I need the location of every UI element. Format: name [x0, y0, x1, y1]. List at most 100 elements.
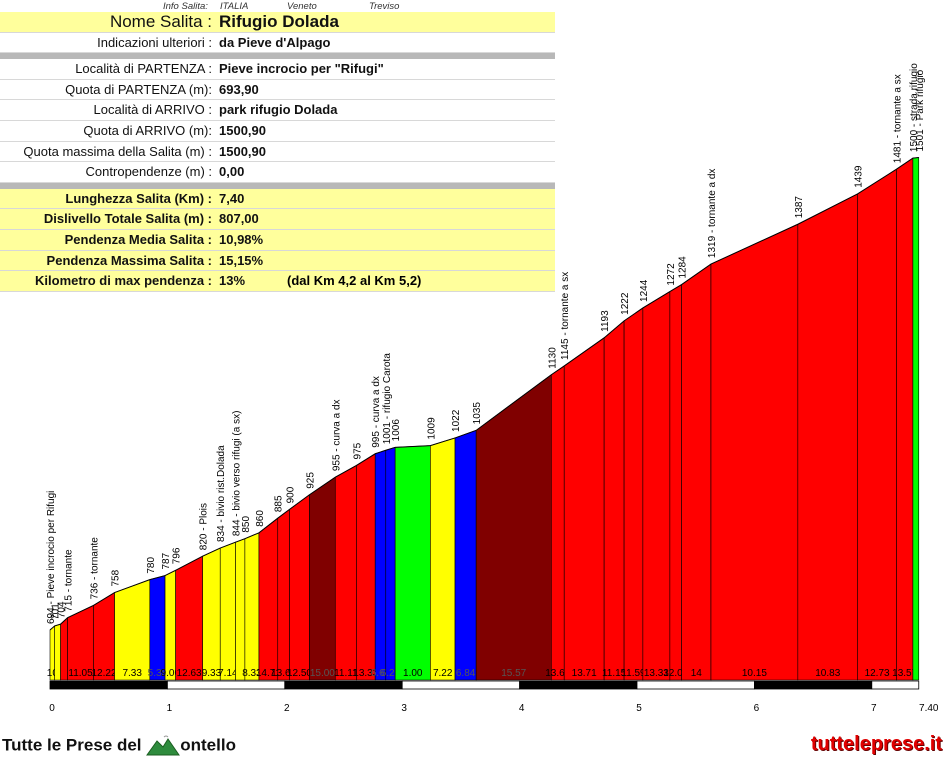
segment-grade-label: 10.15 — [742, 668, 767, 679]
point-label: 715 - tornante — [64, 549, 75, 612]
info-value: 15,15% — [219, 252, 264, 268]
info-label: Quota di ARRIVO (m): — [83, 122, 212, 138]
site-url: tutteleprese.it — [810, 733, 942, 755]
profile-segment — [430, 437, 456, 681]
point-label: 900 — [285, 486, 296, 503]
profile-segment — [164, 569, 176, 681]
logo-text: ontello — [180, 735, 236, 755]
info-row-end-alt: Quota di ARRIVO (m): 1500,90 — [0, 121, 555, 142]
info-row-end: Località di ARRIVO : park rifugio Dolada — [0, 100, 555, 121]
segment-grade-label: 13.64 — [271, 668, 296, 679]
point-label: 701 — [51, 603, 62, 620]
point-label: 1145 - tornante a sx — [560, 272, 571, 360]
km-scale-block — [401, 680, 521, 690]
info-value: Rifugio Dolada — [219, 12, 339, 31]
x-tick-label: 2 — [284, 703, 290, 714]
info-row-max-grade: Pendenza Massima Salita : 15,15% — [0, 250, 555, 272]
info-label: Pendenza Massima Salita : — [46, 252, 212, 268]
point-label: 1500 - strada rifugio — [909, 63, 920, 152]
point-label: 1009 — [426, 417, 437, 440]
info-separator — [0, 53, 555, 60]
segment-grade-label: 6.25 — [381, 668, 401, 679]
x-tick-label: 7 — [871, 703, 877, 714]
km-scale-block — [49, 680, 168, 690]
mountain-logo-icon — [146, 735, 181, 756]
profile-outline — [49, 157, 919, 631]
info-label: Quota di PARTENZA (m): — [65, 81, 212, 97]
segment-grade-label: 12.73 — [865, 668, 890, 679]
info-region: Veneto — [287, 1, 317, 12]
km-scale-block — [636, 680, 755, 690]
point-label: 1222 — [620, 292, 631, 315]
profile-segment — [149, 575, 166, 681]
segment-grade-label: 15.00 — [310, 668, 335, 679]
info-row-avg-grade: Pendenza Media Salita : 10,98% — [0, 229, 555, 251]
info-value: Pieve incrocio per "Rifugi" — [219, 61, 384, 77]
point-label: 995 - curva a dx — [371, 376, 382, 448]
info-value: da Pieve d'Alpago — [219, 34, 331, 50]
info-value: park rifugio Dolada — [219, 102, 338, 118]
segment-grade-label: 6.84 — [456, 668, 476, 679]
segment-grade-label: 7.14 — [218, 668, 238, 679]
km-scale-block — [166, 680, 286, 690]
profile-segment — [334, 464, 357, 681]
info-value: 693,90 — [219, 81, 259, 97]
profile-segment — [475, 374, 552, 681]
profile-segment — [309, 476, 336, 681]
point-label: 780 — [146, 557, 157, 574]
segment-grade-label: 12.50 — [287, 668, 312, 679]
profile-segment — [277, 508, 290, 681]
info-value: 10,98% — [219, 231, 264, 247]
km-scale-block — [284, 680, 403, 690]
point-label: 758 — [111, 569, 122, 586]
profile-segment — [258, 517, 279, 681]
info-row-climb: Dislivello Totale Salita (m) : 807,00 — [0, 209, 555, 230]
point-label: 1387 — [794, 196, 805, 219]
profile-segment — [896, 157, 914, 681]
point-label: 925 — [305, 472, 316, 489]
profile-segment — [93, 591, 115, 681]
segment-grade-label: 12.63 — [177, 668, 202, 679]
x-tick-label: 5 — [636, 703, 642, 714]
profile-segment — [202, 547, 221, 681]
info-table: Nome Salita : Rifugio Dolada Indicazioni… — [0, 12, 555, 292]
info-value: 1500,90 — [219, 122, 266, 138]
point-label: 736 - tornante — [89, 537, 100, 600]
profile-segment — [912, 157, 920, 681]
point-label: 704 — [57, 601, 68, 618]
info-label: Indicazioni ulteriori : — [97, 34, 212, 50]
info-label: Nome Salita : — [109, 12, 212, 31]
segment-grade-label: 11.59 — [621, 668, 646, 679]
point-label: 1439 — [854, 165, 865, 188]
point-label: 860 — [255, 510, 266, 527]
x-tick-label: 0 — [49, 703, 55, 714]
point-label: 844 - bivio verso rifugi (a sx) — [231, 411, 242, 537]
profile-segment — [114, 579, 151, 681]
profile-segment — [681, 263, 712, 681]
profile-segment — [54, 623, 61, 681]
info-country: ITALIA — [220, 1, 249, 12]
profile-segment — [356, 453, 376, 681]
segment-grade-label: 11.05 — [68, 668, 93, 679]
profile-segment — [385, 446, 396, 681]
info-value: 1500,90 — [219, 143, 266, 159]
info-row-counter-slope: Contropendenze (m) : 0,00 — [0, 162, 555, 183]
info-label: Lunghezza Salita (Km) : — [65, 190, 212, 206]
segment-grade-label: 5.38 — [148, 668, 168, 679]
info-label: Località di ARRIVO : — [93, 102, 213, 118]
profile-segment — [857, 168, 897, 681]
point-label: 1319 - tornante a dx — [707, 169, 718, 259]
logo-text: Tutte le Prese del — [2, 735, 142, 755]
profile-segment — [710, 223, 799, 681]
info-row-max-alt: Quota massima della Salita (m) : 1500,90 — [0, 142, 555, 163]
info-row-notes: Indicazioni ulteriori : da Pieve d'Alpag… — [0, 33, 555, 54]
info-value: 13% — [219, 273, 246, 289]
profile-segment — [642, 291, 671, 681]
info-row-name: Nome Salita : Rifugio Dolada — [0, 12, 555, 33]
info-label: Pendenza Media Salita : — [64, 231, 212, 247]
info-label: Contropendenze (m) : — [85, 164, 212, 180]
segment-grade-label: 13.64 — [545, 668, 570, 679]
segment-grade-label: 15.57 — [501, 668, 526, 679]
profile-segment — [235, 538, 246, 681]
